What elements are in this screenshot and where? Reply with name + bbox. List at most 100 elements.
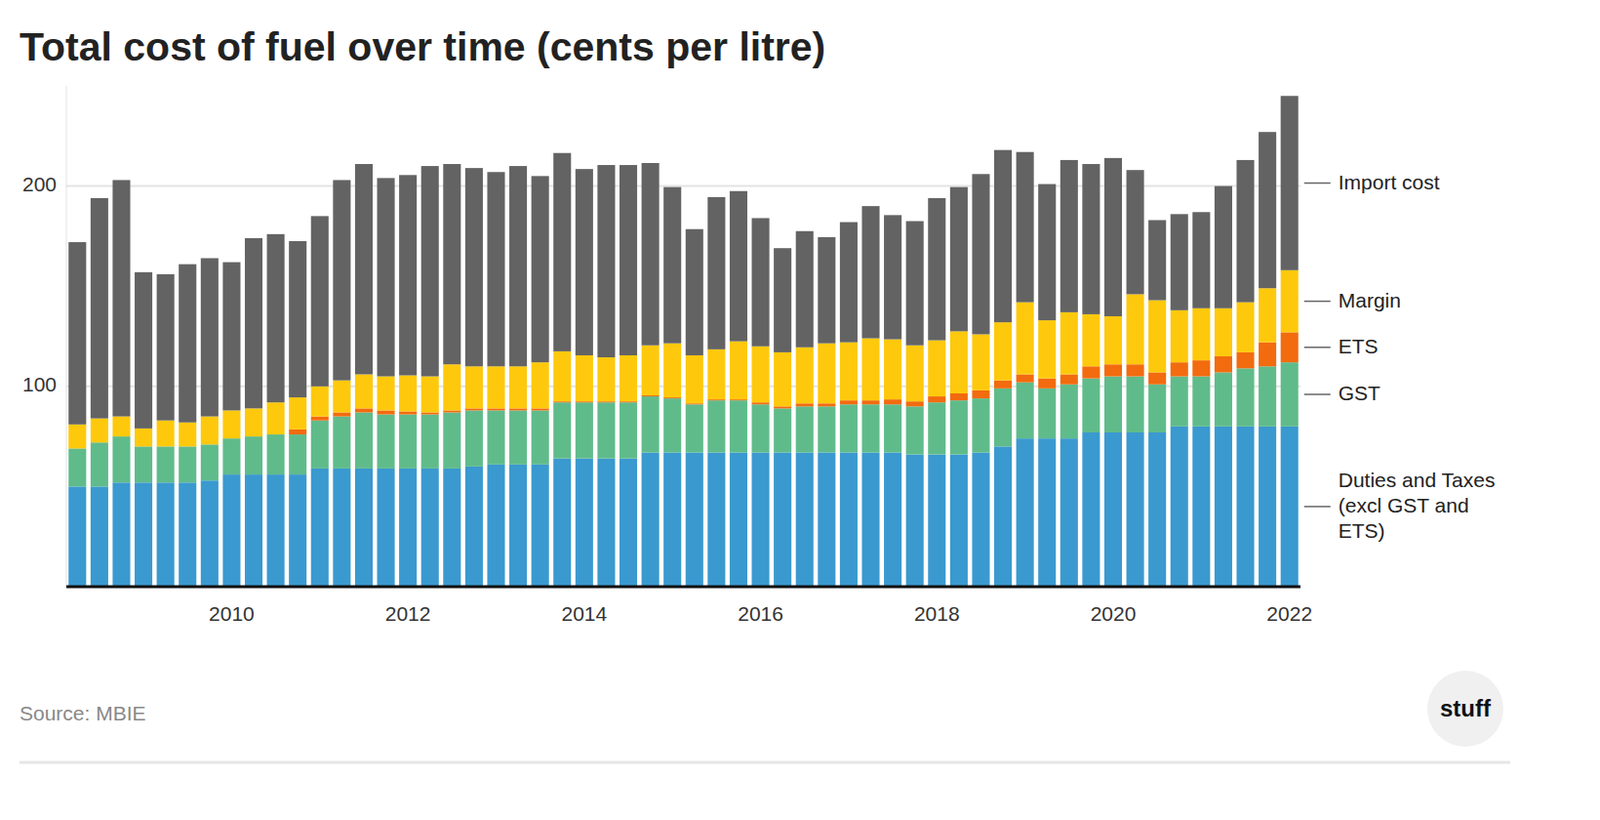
bar-segment (840, 400, 858, 404)
bar-segment (509, 409, 527, 464)
bar-segment (729, 452, 748, 587)
bar-segment (134, 481, 153, 587)
y-tick-label: 200 (22, 172, 57, 196)
bar-segment (531, 175, 550, 362)
bar-segment (244, 407, 263, 437)
bar-segment (68, 485, 86, 587)
bar-segment (752, 217, 770, 346)
bar-segment (971, 390, 990, 399)
bar-segment (1104, 316, 1122, 364)
bar-segment (950, 187, 968, 332)
bar-segment (773, 405, 792, 408)
bar-segment (1192, 360, 1210, 376)
bar-segment (222, 438, 240, 475)
bar-segment (883, 452, 902, 587)
bar-segment (994, 150, 1012, 322)
bar-segment (311, 468, 329, 587)
bar-segment (619, 164, 638, 356)
bar-segment (773, 247, 792, 353)
bar-segment (641, 452, 660, 587)
bar-segment (927, 198, 946, 341)
bar-segment (1170, 213, 1189, 310)
bar-segment (729, 341, 748, 400)
bar-segment (377, 409, 396, 414)
bar-segment (288, 429, 307, 435)
bar-segment (707, 400, 725, 452)
bar-segment (1060, 373, 1079, 384)
bar-segment (906, 400, 924, 406)
bar-segment (796, 402, 814, 406)
bar-segment (222, 262, 240, 411)
bar-segment (399, 410, 417, 414)
bar-segment (178, 264, 197, 423)
series-label: ETS (1338, 333, 1379, 357)
logo: stuff (1440, 694, 1492, 721)
bar-segment (465, 167, 483, 366)
bar-segment (840, 403, 858, 452)
source: Source: MBIE (19, 701, 147, 724)
bar-segment (112, 436, 130, 482)
x-tick-label: 2020 (1090, 601, 1137, 625)
bar-segment (663, 397, 681, 399)
background (0, 0, 1600, 820)
bar-segment (1192, 211, 1210, 308)
bar-segment (377, 414, 396, 469)
bar-segment (355, 411, 373, 468)
bar-segment (597, 401, 615, 458)
bar-segment (861, 338, 880, 401)
bar-segment (1148, 300, 1166, 373)
bar-segment (707, 399, 725, 400)
bar-segment (332, 416, 351, 469)
series-label: GST (1338, 381, 1381, 404)
series-label-line: GST (1338, 381, 1381, 404)
bar-segment (531, 407, 550, 410)
bar-segment (1104, 376, 1122, 433)
bar-segment (90, 198, 109, 419)
bar-segment (267, 401, 285, 435)
bar-segment (465, 409, 483, 466)
bar-segment (465, 466, 483, 587)
bar-segment (486, 409, 505, 464)
label-leader (1304, 505, 1331, 508)
bar-segment (1258, 365, 1277, 427)
bar-segment (178, 422, 197, 447)
bar-segment (1236, 352, 1254, 368)
bar-segment (157, 481, 175, 587)
bar-segment (1214, 371, 1233, 426)
label-leader (1304, 346, 1331, 349)
series-label: Import cost (1338, 169, 1440, 193)
bar-segment (1060, 160, 1079, 313)
bar-segment (575, 458, 594, 587)
bar-segment (663, 398, 681, 452)
bar-segment (927, 340, 946, 397)
bar-segment (355, 163, 373, 374)
bar-segment (1126, 169, 1145, 294)
bar-segment (906, 405, 924, 454)
bar-segment (200, 257, 219, 416)
bar-segment (1104, 363, 1122, 376)
y-tick-label: 100 (22, 372, 57, 396)
bar-segment (906, 454, 924, 587)
bar-segment (729, 400, 748, 452)
series-label-line: Import cost (1338, 169, 1440, 193)
bar-segment (421, 376, 440, 413)
bar-segment (332, 468, 351, 587)
bar-segment (817, 343, 836, 404)
bar-segment (950, 454, 968, 587)
bar-segment (1280, 331, 1299, 362)
bar-segment (90, 441, 109, 486)
bar-segment (752, 346, 770, 402)
bar-segment (883, 214, 902, 339)
series-label-line: Duties and Taxes (1338, 467, 1496, 490)
series-label-line: ETS) (1338, 518, 1386, 541)
bar-segment (267, 434, 285, 475)
bar-segment (641, 395, 660, 397)
bar-segment (486, 365, 505, 408)
bar-segment (68, 447, 86, 486)
bar-segment (1016, 152, 1035, 303)
bar-segment (773, 352, 792, 406)
bar-segment (861, 400, 880, 404)
bar-segment (1214, 426, 1233, 587)
bar-segment (906, 221, 924, 346)
bar-segment (817, 402, 836, 406)
